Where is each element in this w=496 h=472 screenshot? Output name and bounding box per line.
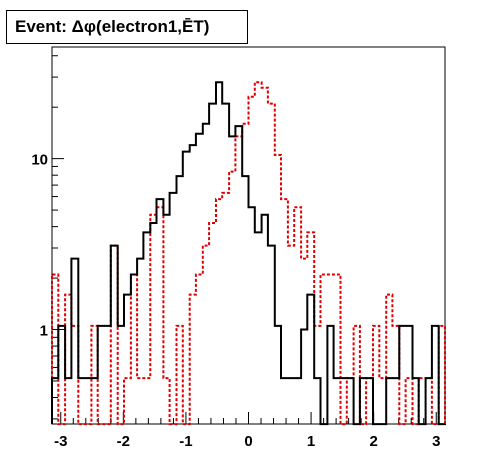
y-tick-label: 10 xyxy=(31,152,48,169)
tick-labels: -3 -2 -1 0 1 2 3 1 10 xyxy=(31,152,440,450)
x-tick-label: 3 xyxy=(432,433,440,450)
chart-title: Event: Δφ(electron1,ĒT) xyxy=(6,10,248,44)
x-tick-label: 1 xyxy=(307,433,315,450)
series-black-solid xyxy=(51,81,446,426)
y-tick-label: 1 xyxy=(40,323,48,340)
series-layer xyxy=(51,81,446,426)
series-red-dashed xyxy=(51,81,446,426)
x-tick-label: -3 xyxy=(54,433,67,450)
x-tick-label: -2 xyxy=(117,433,130,450)
x-tick-label: 2 xyxy=(369,433,377,450)
x-tick-label: 0 xyxy=(244,433,252,450)
axis-ticks xyxy=(52,55,437,424)
x-tick-label: -1 xyxy=(179,433,192,450)
